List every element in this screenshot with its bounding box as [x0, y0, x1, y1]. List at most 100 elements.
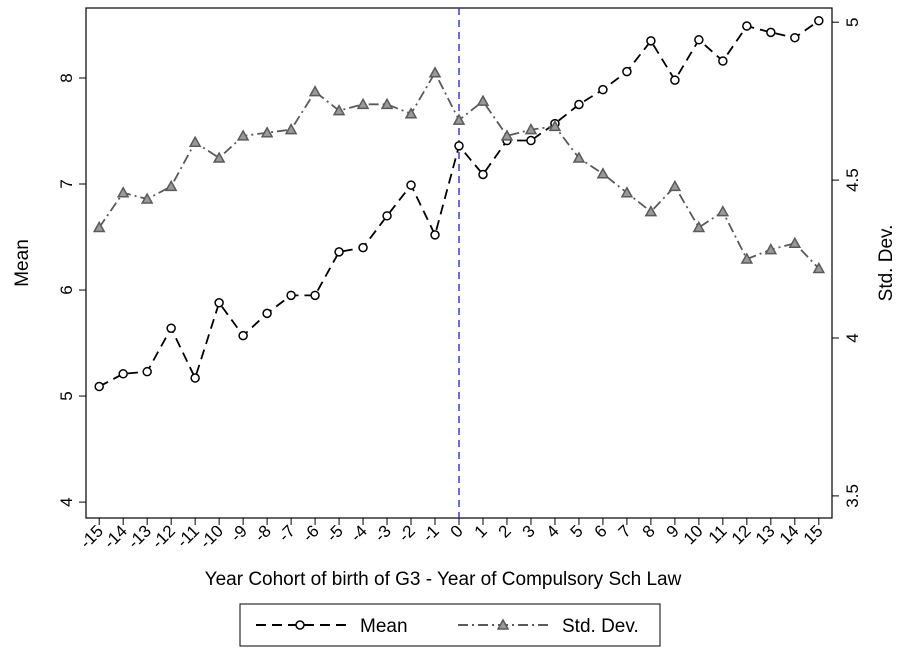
y2-tick-label: 4.5 — [843, 168, 862, 192]
point-marker — [788, 236, 802, 249]
point-marker — [452, 113, 466, 125]
y2-tick-label: 3.5 — [843, 484, 862, 508]
point-marker — [526, 135, 536, 146]
legend-marker — [496, 618, 510, 630]
point-marker — [812, 261, 826, 274]
x-tick-label: -8 — [251, 521, 275, 545]
point-marker — [92, 220, 106, 233]
point-marker — [622, 66, 632, 77]
x-tick-label: 3 — [519, 521, 539, 541]
point-marker — [238, 330, 248, 341]
point-marker — [140, 192, 154, 204]
x-tick-label: 8 — [639, 521, 659, 541]
point-marker — [236, 129, 250, 141]
point-marker — [574, 99, 584, 110]
x-tick-label: 9 — [663, 521, 683, 541]
y2-axis-label: Std. Dev. — [876, 225, 897, 302]
x-tick-label: 6 — [591, 521, 611, 541]
x-tick-label: 15 — [800, 521, 827, 548]
y2-tick-label: 4 — [843, 333, 862, 342]
point-marker — [310, 290, 320, 301]
point-marker — [668, 179, 682, 192]
point-marker — [430, 230, 440, 240]
point-marker — [814, 15, 824, 26]
point-marker — [694, 35, 704, 45]
point-marker — [428, 66, 442, 78]
point-marker — [332, 104, 346, 116]
point-marker — [118, 369, 128, 379]
x-tick-label: -1 — [419, 521, 443, 545]
y-tick-label: 4 — [57, 497, 76, 506]
y-tick-label: 8 — [57, 73, 76, 82]
point-marker — [478, 169, 488, 180]
legend-marker — [295, 620, 305, 630]
x-tick-label: 2 — [495, 521, 515, 541]
point-marker — [646, 36, 656, 46]
point-marker — [260, 126, 274, 138]
point-marker — [524, 123, 538, 135]
legend-label: Std. Dev. — [562, 616, 639, 637]
point-marker — [334, 247, 344, 257]
point-marker — [164, 179, 178, 192]
point-marker — [286, 290, 296, 301]
point-marker — [598, 84, 608, 95]
point-marker — [188, 135, 202, 147]
y-tick-label: 7 — [57, 179, 76, 188]
point-marker — [214, 298, 224, 308]
point-marker — [382, 211, 392, 221]
point-marker — [142, 366, 152, 377]
point-marker — [692, 220, 706, 233]
point-marker — [716, 205, 730, 217]
point-marker — [116, 186, 130, 198]
x-tick-label: -10 — [196, 521, 227, 552]
x-tick-label: 4 — [543, 521, 563, 541]
point-marker — [284, 123, 298, 135]
point-marker — [262, 308, 272, 319]
x-tick-label: 5 — [567, 521, 587, 541]
point-marker — [308, 85, 322, 97]
legend: Mean Std. Dev. — [239, 603, 661, 647]
point-marker — [94, 381, 104, 392]
point-marker — [500, 129, 514, 141]
point-marker — [742, 21, 752, 31]
x-tick-label: -4 — [347, 521, 371, 545]
point-marker — [670, 75, 680, 85]
point-marker — [620, 186, 634, 198]
x-tick-label: -3 — [371, 521, 395, 545]
x-tick-label: 10 — [680, 521, 707, 548]
x-tick-label: 0 — [447, 521, 467, 541]
x-tick-label: 7 — [615, 521, 635, 541]
point-marker — [764, 243, 778, 255]
point-marker — [476, 94, 490, 106]
point-marker — [740, 252, 754, 264]
x-tick-label: 1 — [471, 521, 491, 541]
y-tick-label: 5 — [57, 391, 76, 400]
point-marker — [644, 205, 658, 217]
point-marker — [596, 167, 610, 179]
point-marker — [212, 151, 226, 163]
x-tick-label: -5 — [323, 521, 347, 545]
x-tick-label: -6 — [299, 521, 323, 545]
y-tick-label: 6 — [57, 285, 76, 294]
point-marker — [790, 32, 800, 43]
y-axis-label: Mean — [12, 239, 33, 287]
x-tick-label: -9 — [227, 521, 251, 545]
x-axis-label: Year Cohort of birth of G3 - Year of Com… — [205, 569, 682, 590]
x-tick-label: 11 — [705, 521, 731, 547]
point-marker — [766, 27, 776, 38]
point-marker — [356, 97, 370, 110]
point-marker — [406, 180, 416, 190]
point-marker — [166, 323, 176, 333]
point-marker — [572, 151, 586, 163]
x-tick-label: -7 — [275, 521, 299, 545]
point-marker — [404, 107, 418, 119]
point-marker — [548, 119, 562, 132]
point-marker — [358, 242, 368, 253]
legend-label: Mean — [360, 616, 408, 637]
point-marker — [454, 141, 464, 151]
point-marker — [190, 373, 200, 383]
x-tick-label: -2 — [395, 521, 419, 545]
point-marker — [380, 97, 394, 110]
